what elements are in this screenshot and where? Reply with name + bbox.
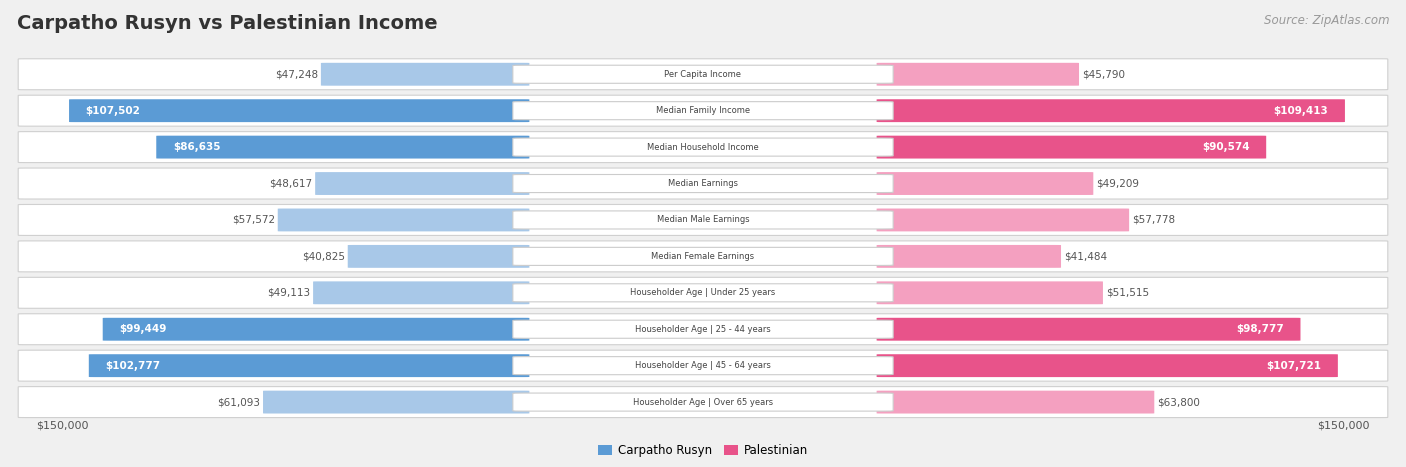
Text: Householder Age | Under 25 years: Householder Age | Under 25 years xyxy=(630,288,776,297)
FancyBboxPatch shape xyxy=(876,99,1346,122)
FancyBboxPatch shape xyxy=(876,318,1301,340)
FancyBboxPatch shape xyxy=(18,387,1388,417)
FancyBboxPatch shape xyxy=(69,99,530,122)
Text: Carpatho Rusyn vs Palestinian Income: Carpatho Rusyn vs Palestinian Income xyxy=(17,14,437,33)
FancyBboxPatch shape xyxy=(876,245,1062,268)
FancyBboxPatch shape xyxy=(513,102,893,120)
Text: $57,778: $57,778 xyxy=(1132,215,1175,225)
FancyBboxPatch shape xyxy=(513,175,893,192)
FancyBboxPatch shape xyxy=(18,314,1388,345)
FancyBboxPatch shape xyxy=(513,284,893,302)
FancyBboxPatch shape xyxy=(18,277,1388,308)
Text: Source: ZipAtlas.com: Source: ZipAtlas.com xyxy=(1264,14,1389,27)
FancyBboxPatch shape xyxy=(314,282,530,304)
Text: Per Capita Income: Per Capita Income xyxy=(665,70,741,79)
Text: $107,502: $107,502 xyxy=(86,106,141,116)
FancyBboxPatch shape xyxy=(263,391,530,413)
FancyBboxPatch shape xyxy=(89,354,530,377)
Text: $102,777: $102,777 xyxy=(105,361,160,371)
Text: $51,515: $51,515 xyxy=(1105,288,1149,298)
FancyBboxPatch shape xyxy=(876,136,1267,158)
Text: $150,000: $150,000 xyxy=(37,420,89,430)
FancyBboxPatch shape xyxy=(876,354,1339,377)
Text: Householder Age | 45 - 64 years: Householder Age | 45 - 64 years xyxy=(636,361,770,370)
FancyBboxPatch shape xyxy=(876,209,1129,231)
FancyBboxPatch shape xyxy=(18,350,1388,381)
FancyBboxPatch shape xyxy=(513,248,893,265)
Text: $86,635: $86,635 xyxy=(173,142,221,152)
Text: $150,000: $150,000 xyxy=(1317,420,1369,430)
FancyBboxPatch shape xyxy=(315,172,530,195)
Text: Median Earnings: Median Earnings xyxy=(668,179,738,188)
Text: $109,413: $109,413 xyxy=(1274,106,1329,116)
FancyBboxPatch shape xyxy=(18,95,1388,126)
Text: Median Male Earnings: Median Male Earnings xyxy=(657,215,749,225)
Text: $107,721: $107,721 xyxy=(1267,361,1322,371)
Text: Median Family Income: Median Family Income xyxy=(657,106,749,115)
FancyBboxPatch shape xyxy=(156,136,530,158)
Text: Median Female Earnings: Median Female Earnings xyxy=(651,252,755,261)
FancyBboxPatch shape xyxy=(876,63,1078,85)
FancyBboxPatch shape xyxy=(513,65,893,83)
Text: $45,790: $45,790 xyxy=(1081,69,1125,79)
FancyBboxPatch shape xyxy=(18,59,1388,90)
Text: Householder Age | Over 65 years: Householder Age | Over 65 years xyxy=(633,397,773,407)
FancyBboxPatch shape xyxy=(876,172,1094,195)
Text: $40,825: $40,825 xyxy=(302,251,344,262)
Text: $61,093: $61,093 xyxy=(218,397,260,407)
Text: $47,248: $47,248 xyxy=(276,69,318,79)
FancyBboxPatch shape xyxy=(18,168,1388,199)
Text: $63,800: $63,800 xyxy=(1157,397,1199,407)
FancyBboxPatch shape xyxy=(103,318,530,340)
Text: $99,449: $99,449 xyxy=(120,324,167,334)
Text: Median Household Income: Median Household Income xyxy=(647,142,759,152)
FancyBboxPatch shape xyxy=(321,63,530,85)
FancyBboxPatch shape xyxy=(876,282,1102,304)
Text: Householder Age | 25 - 44 years: Householder Age | 25 - 44 years xyxy=(636,325,770,334)
FancyBboxPatch shape xyxy=(513,211,893,229)
Text: $48,617: $48,617 xyxy=(270,178,312,189)
FancyBboxPatch shape xyxy=(18,241,1388,272)
FancyBboxPatch shape xyxy=(513,393,893,411)
Legend: Carpatho Rusyn, Palestinian: Carpatho Rusyn, Palestinian xyxy=(593,439,813,462)
Text: $49,113: $49,113 xyxy=(267,288,311,298)
Text: $98,777: $98,777 xyxy=(1236,324,1284,334)
FancyBboxPatch shape xyxy=(347,245,530,268)
Text: $41,484: $41,484 xyxy=(1064,251,1107,262)
FancyBboxPatch shape xyxy=(18,132,1388,163)
Text: $90,574: $90,574 xyxy=(1202,142,1250,152)
FancyBboxPatch shape xyxy=(278,209,530,231)
FancyBboxPatch shape xyxy=(513,357,893,375)
Text: $57,572: $57,572 xyxy=(232,215,276,225)
Text: $49,209: $49,209 xyxy=(1097,178,1139,189)
FancyBboxPatch shape xyxy=(513,138,893,156)
FancyBboxPatch shape xyxy=(18,205,1388,235)
FancyBboxPatch shape xyxy=(876,391,1154,413)
FancyBboxPatch shape xyxy=(513,320,893,338)
